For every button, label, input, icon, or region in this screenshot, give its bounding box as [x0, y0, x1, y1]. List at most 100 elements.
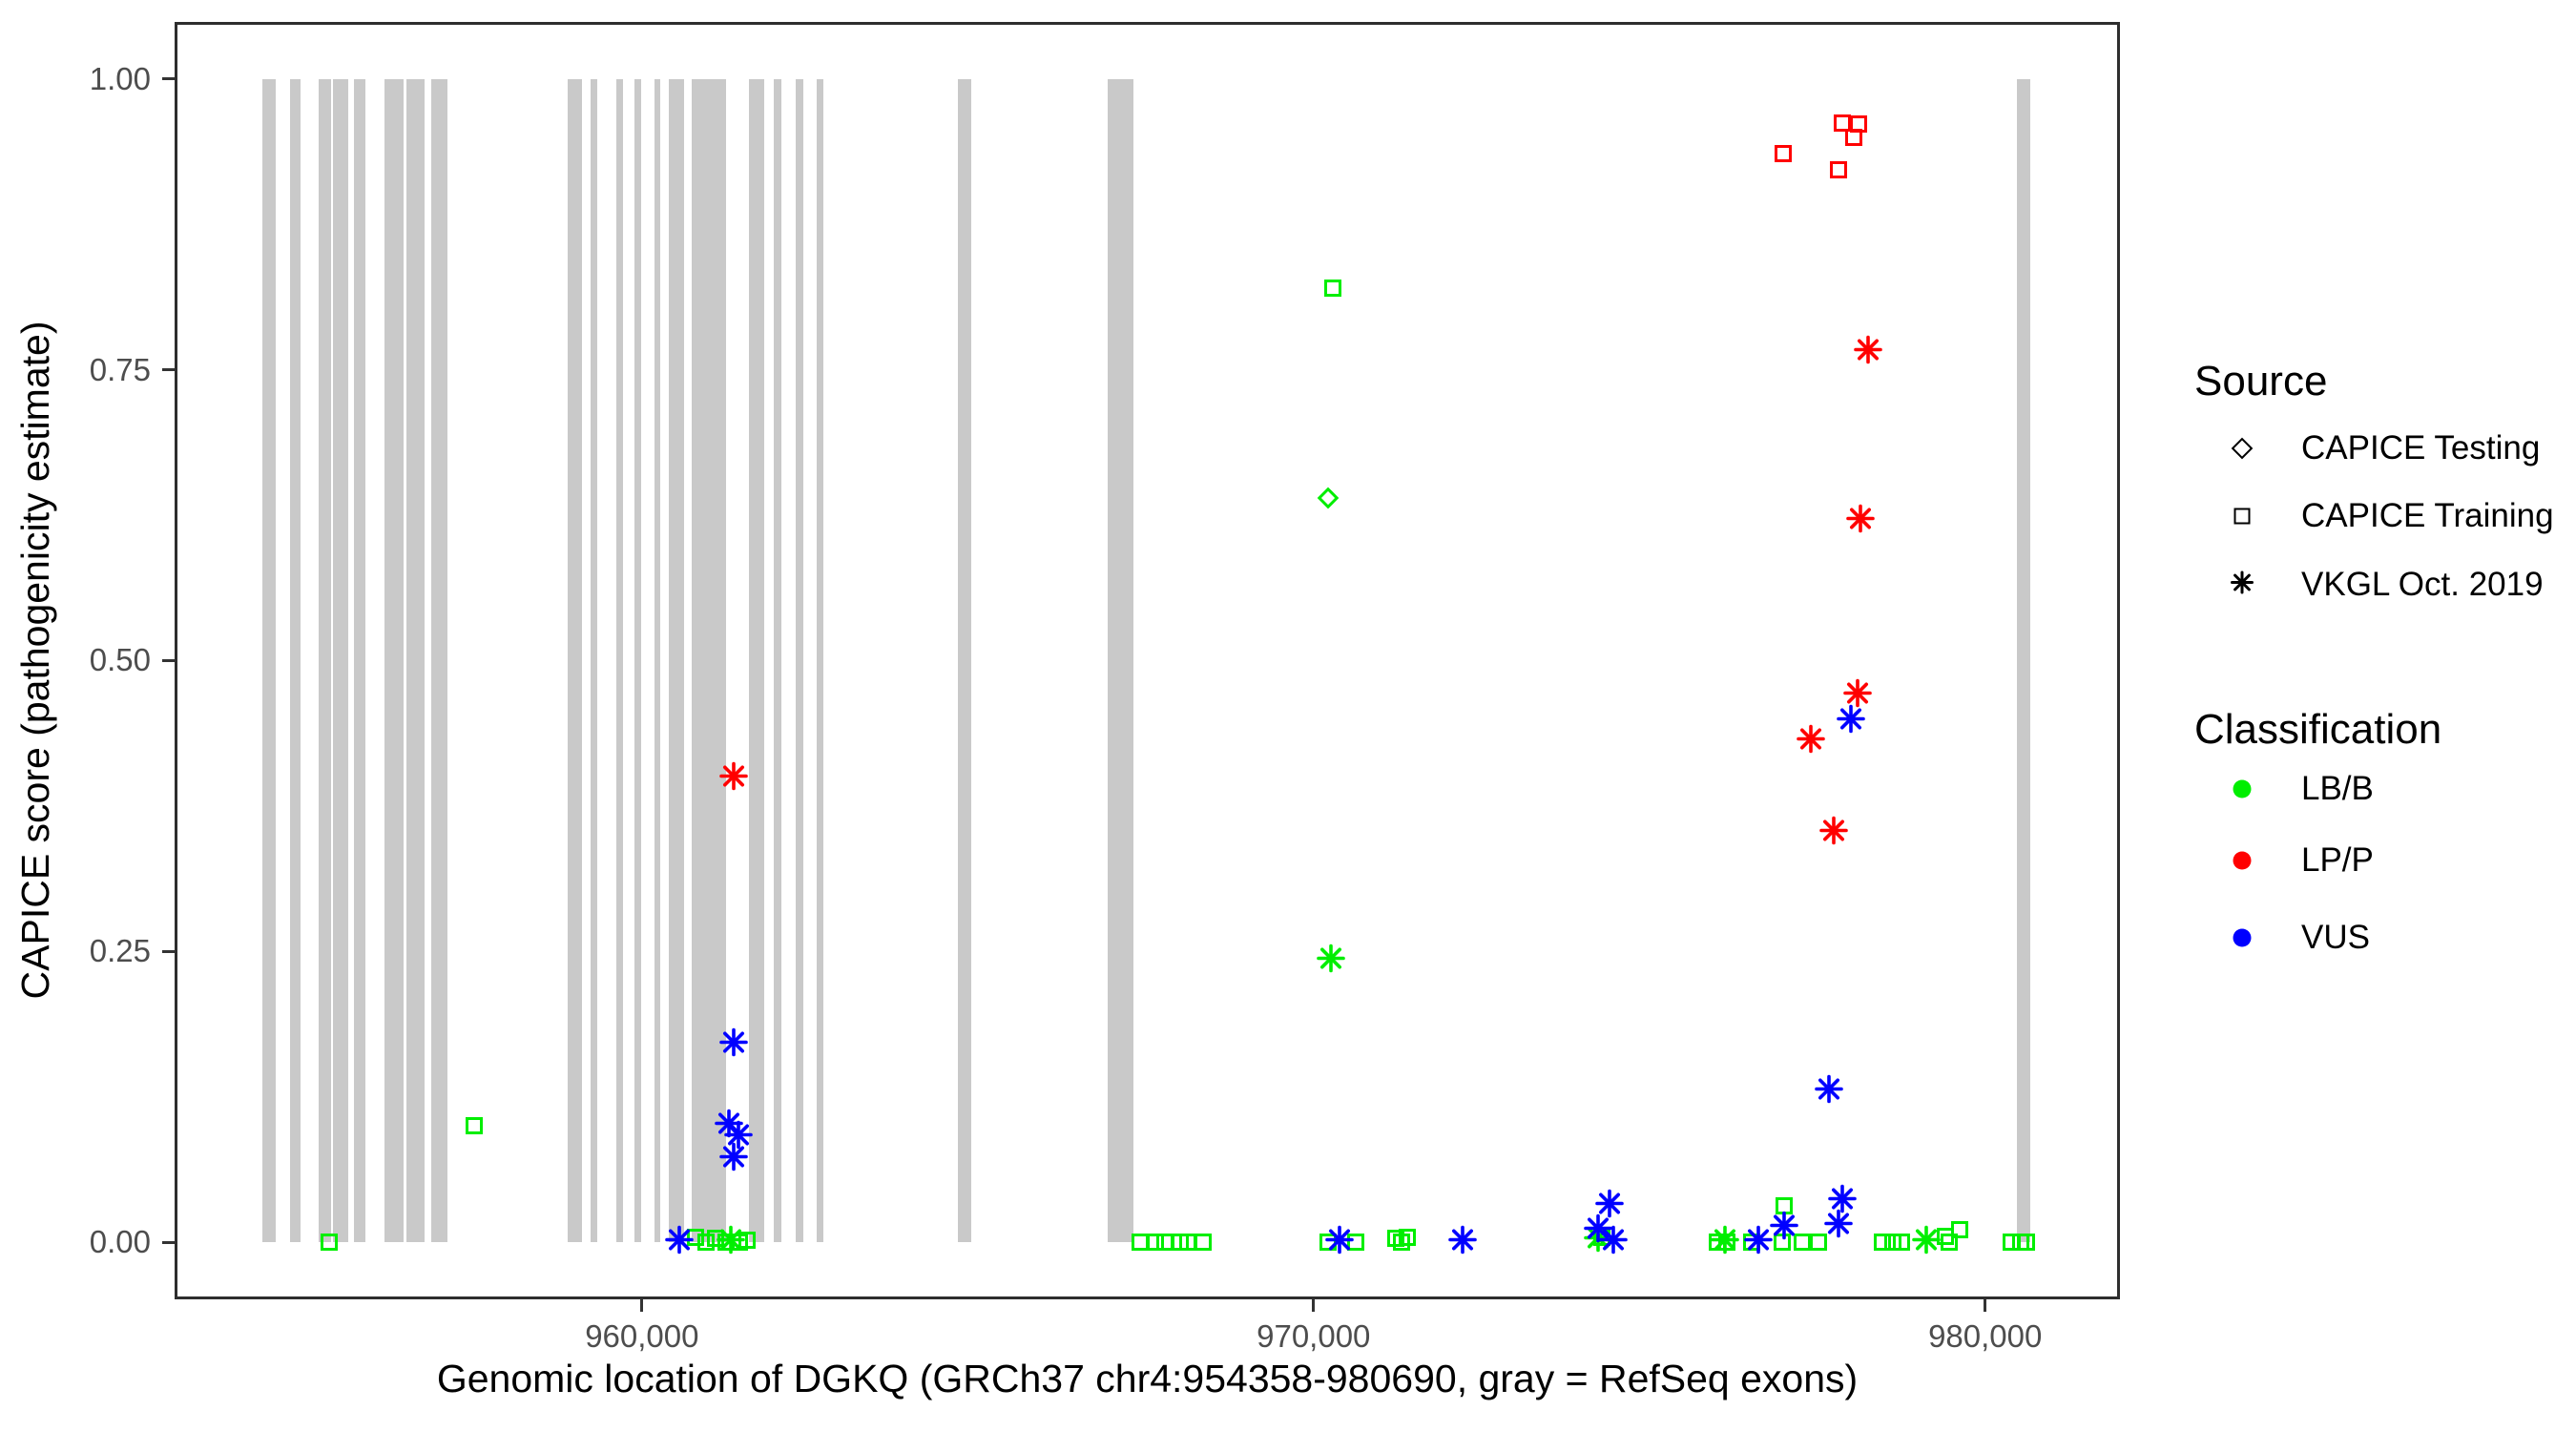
y-axis-tick-label: 0.75 [89, 351, 151, 387]
data-point [1448, 1225, 1477, 1259]
data-point [1893, 1234, 1911, 1252]
refseq-exon-bar [406, 78, 426, 1243]
x-axis-title: Genomic location of DGKQ (GRCh37 chr4:95… [436, 1357, 1859, 1400]
x-axis-tick [1984, 1299, 1987, 1312]
refseq-exon-bar [262, 78, 277, 1243]
data-point [1810, 1234, 1828, 1252]
refseq-exon-bar [691, 78, 726, 1243]
x-axis-tick [1312, 1299, 1316, 1312]
asterisk-icon [2230, 570, 2254, 600]
data-point [1794, 1234, 1812, 1252]
refseq-exon-bar [1108, 78, 1134, 1243]
data-point [696, 1234, 715, 1252]
data-point [665, 1225, 695, 1259]
data-point [1317, 944, 1345, 977]
legend-item-capice-testing: CAPICE Testing [2301, 429, 2541, 467]
data-point [687, 1229, 705, 1247]
y-axis-tick [162, 658, 175, 662]
data-point [1347, 1234, 1365, 1252]
legend-item-lbb: LB/B [2301, 770, 2374, 807]
refseq-exon-bar [773, 78, 782, 1243]
y-axis-tick [162, 368, 175, 372]
data-point [724, 1120, 754, 1154]
legend-item-vus: VUS [2301, 919, 2370, 956]
refseq-exon-bar [634, 78, 642, 1243]
x-axis-tick [640, 1299, 644, 1312]
refseq-exon-bar [2016, 78, 2030, 1243]
data-point [1912, 1225, 1942, 1259]
data-point [1599, 1225, 1629, 1259]
data-point [1774, 1234, 1792, 1252]
data-point [465, 1117, 483, 1135]
legend-classification-title: Classification [2194, 706, 2442, 753]
data-point [1815, 1074, 1844, 1108]
data-point [2018, 1234, 2036, 1252]
data-point [1853, 336, 1882, 369]
data-point [1850, 115, 1868, 134]
refseq-exon-bar [430, 78, 448, 1243]
data-point [1770, 1212, 1799, 1245]
refseq-exon-bar [748, 78, 764, 1243]
data-point [1146, 1234, 1164, 1252]
refseq-exon-bar [669, 78, 685, 1243]
refseq-exon-bar [590, 78, 598, 1243]
data-point [719, 761, 749, 795]
data-point [1744, 1225, 1774, 1259]
y-axis-tick-label: 0.25 [89, 933, 151, 969]
x-axis-tick-label: 960,000 [585, 1318, 699, 1354]
data-point [1828, 1185, 1858, 1218]
data-point [1194, 1234, 1212, 1252]
legend-source-title: Source [2194, 358, 2328, 404]
data-point [1387, 1230, 1405, 1248]
data-point [1824, 1209, 1854, 1242]
legend-item-vkgl: VKGL Oct. 2019 [2301, 566, 2544, 603]
lbb-color-dot-icon [2233, 779, 2252, 798]
data-point [1393, 1234, 1410, 1252]
data-point [1843, 678, 1872, 713]
data-point [719, 1027, 749, 1061]
plot-panel [175, 22, 2120, 1299]
y-axis-tick [162, 1240, 175, 1244]
data-point [1594, 1189, 1624, 1223]
vus-color-dot-icon [2233, 928, 2252, 947]
data-point [1325, 1225, 1355, 1259]
refseq-exon-bar [318, 78, 331, 1243]
data-point [1846, 504, 1876, 538]
legend-item-lpp: LP/P [2301, 841, 2374, 879]
data-point [1796, 724, 1825, 757]
refseq-exon-bar [796, 78, 803, 1243]
refseq-exon-bar [384, 78, 404, 1243]
data-point [1941, 1234, 1959, 1252]
data-point [1837, 704, 1865, 737]
refseq-exon-bar [654, 78, 660, 1243]
data-point [1398, 1229, 1416, 1247]
data-point [1950, 1220, 1968, 1238]
data-point [717, 1225, 746, 1259]
data-point [1834, 114, 1852, 133]
y-axis-tick-label: 1.00 [89, 60, 151, 96]
lpp-color-dot-icon [2233, 851, 2252, 870]
x-axis-tick-label: 980,000 [1928, 1318, 2043, 1354]
data-point [320, 1234, 338, 1252]
y-axis-title: CAPICE score (pathogenicity estimate) [13, 321, 57, 1000]
data-point [1710, 1225, 1739, 1259]
y-axis-tick-label: 0.50 [89, 642, 151, 678]
y-axis-tick-label: 0.00 [89, 1224, 151, 1260]
refseq-exon-bar [290, 78, 301, 1243]
data-point [1775, 144, 1793, 162]
refseq-exon-bar [616, 78, 624, 1243]
refseq-exon-bar [333, 78, 348, 1243]
data-point [1830, 160, 1848, 178]
data-point [1324, 280, 1342, 298]
square-icon [2233, 508, 2251, 525]
y-axis-tick [162, 949, 175, 953]
diamond-icon [2231, 437, 2254, 460]
data-point [1583, 1213, 1612, 1247]
data-point [1845, 128, 1863, 146]
refseq-exon-bar [568, 78, 583, 1243]
refseq-exon-bar [958, 78, 971, 1243]
data-point [1819, 816, 1849, 849]
y-axis-tick [162, 77, 175, 81]
data-point [1883, 1234, 1901, 1252]
x-axis-tick-label: 970,000 [1257, 1318, 1371, 1354]
